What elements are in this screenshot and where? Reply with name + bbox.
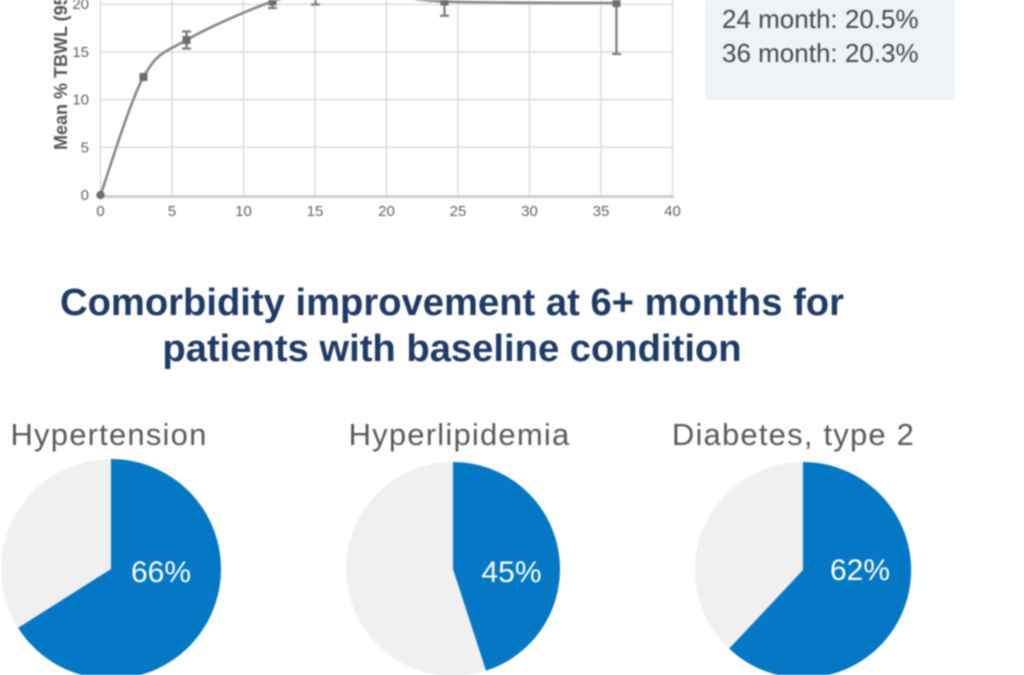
svg-text:10: 10 [235, 203, 252, 220]
svg-text:10: 10 [72, 92, 89, 109]
svg-text:45%: 45% [481, 556, 541, 589]
svg-text:Hypertension: Hypertension [10, 417, 207, 452]
svg-text:0: 0 [96, 203, 104, 220]
svg-text:66%: 66% [131, 556, 191, 589]
svg-text:5: 5 [168, 203, 176, 220]
svg-text:62%: 62% [830, 554, 890, 587]
svg-text:40: 40 [664, 203, 681, 220]
svg-text:15: 15 [307, 203, 324, 220]
svg-text:Diabetes, type 2: Diabetes, type 2 [672, 417, 915, 452]
svg-text:15: 15 [72, 44, 89, 61]
svg-text:0: 0 [81, 187, 89, 204]
svg-text:20: 20 [378, 203, 395, 220]
svg-text:30: 30 [521, 203, 538, 220]
svg-text:5: 5 [81, 139, 89, 156]
svg-text:35: 35 [593, 203, 610, 220]
svg-text:Hyperlipidemia: Hyperlipidemia [349, 417, 571, 452]
svg-text:20: 20 [72, 0, 89, 13]
svg-text:25: 25 [450, 203, 467, 220]
svg-text:Mean % TBWL (95% CI): Mean % TBWL (95% CI) [51, 0, 71, 150]
